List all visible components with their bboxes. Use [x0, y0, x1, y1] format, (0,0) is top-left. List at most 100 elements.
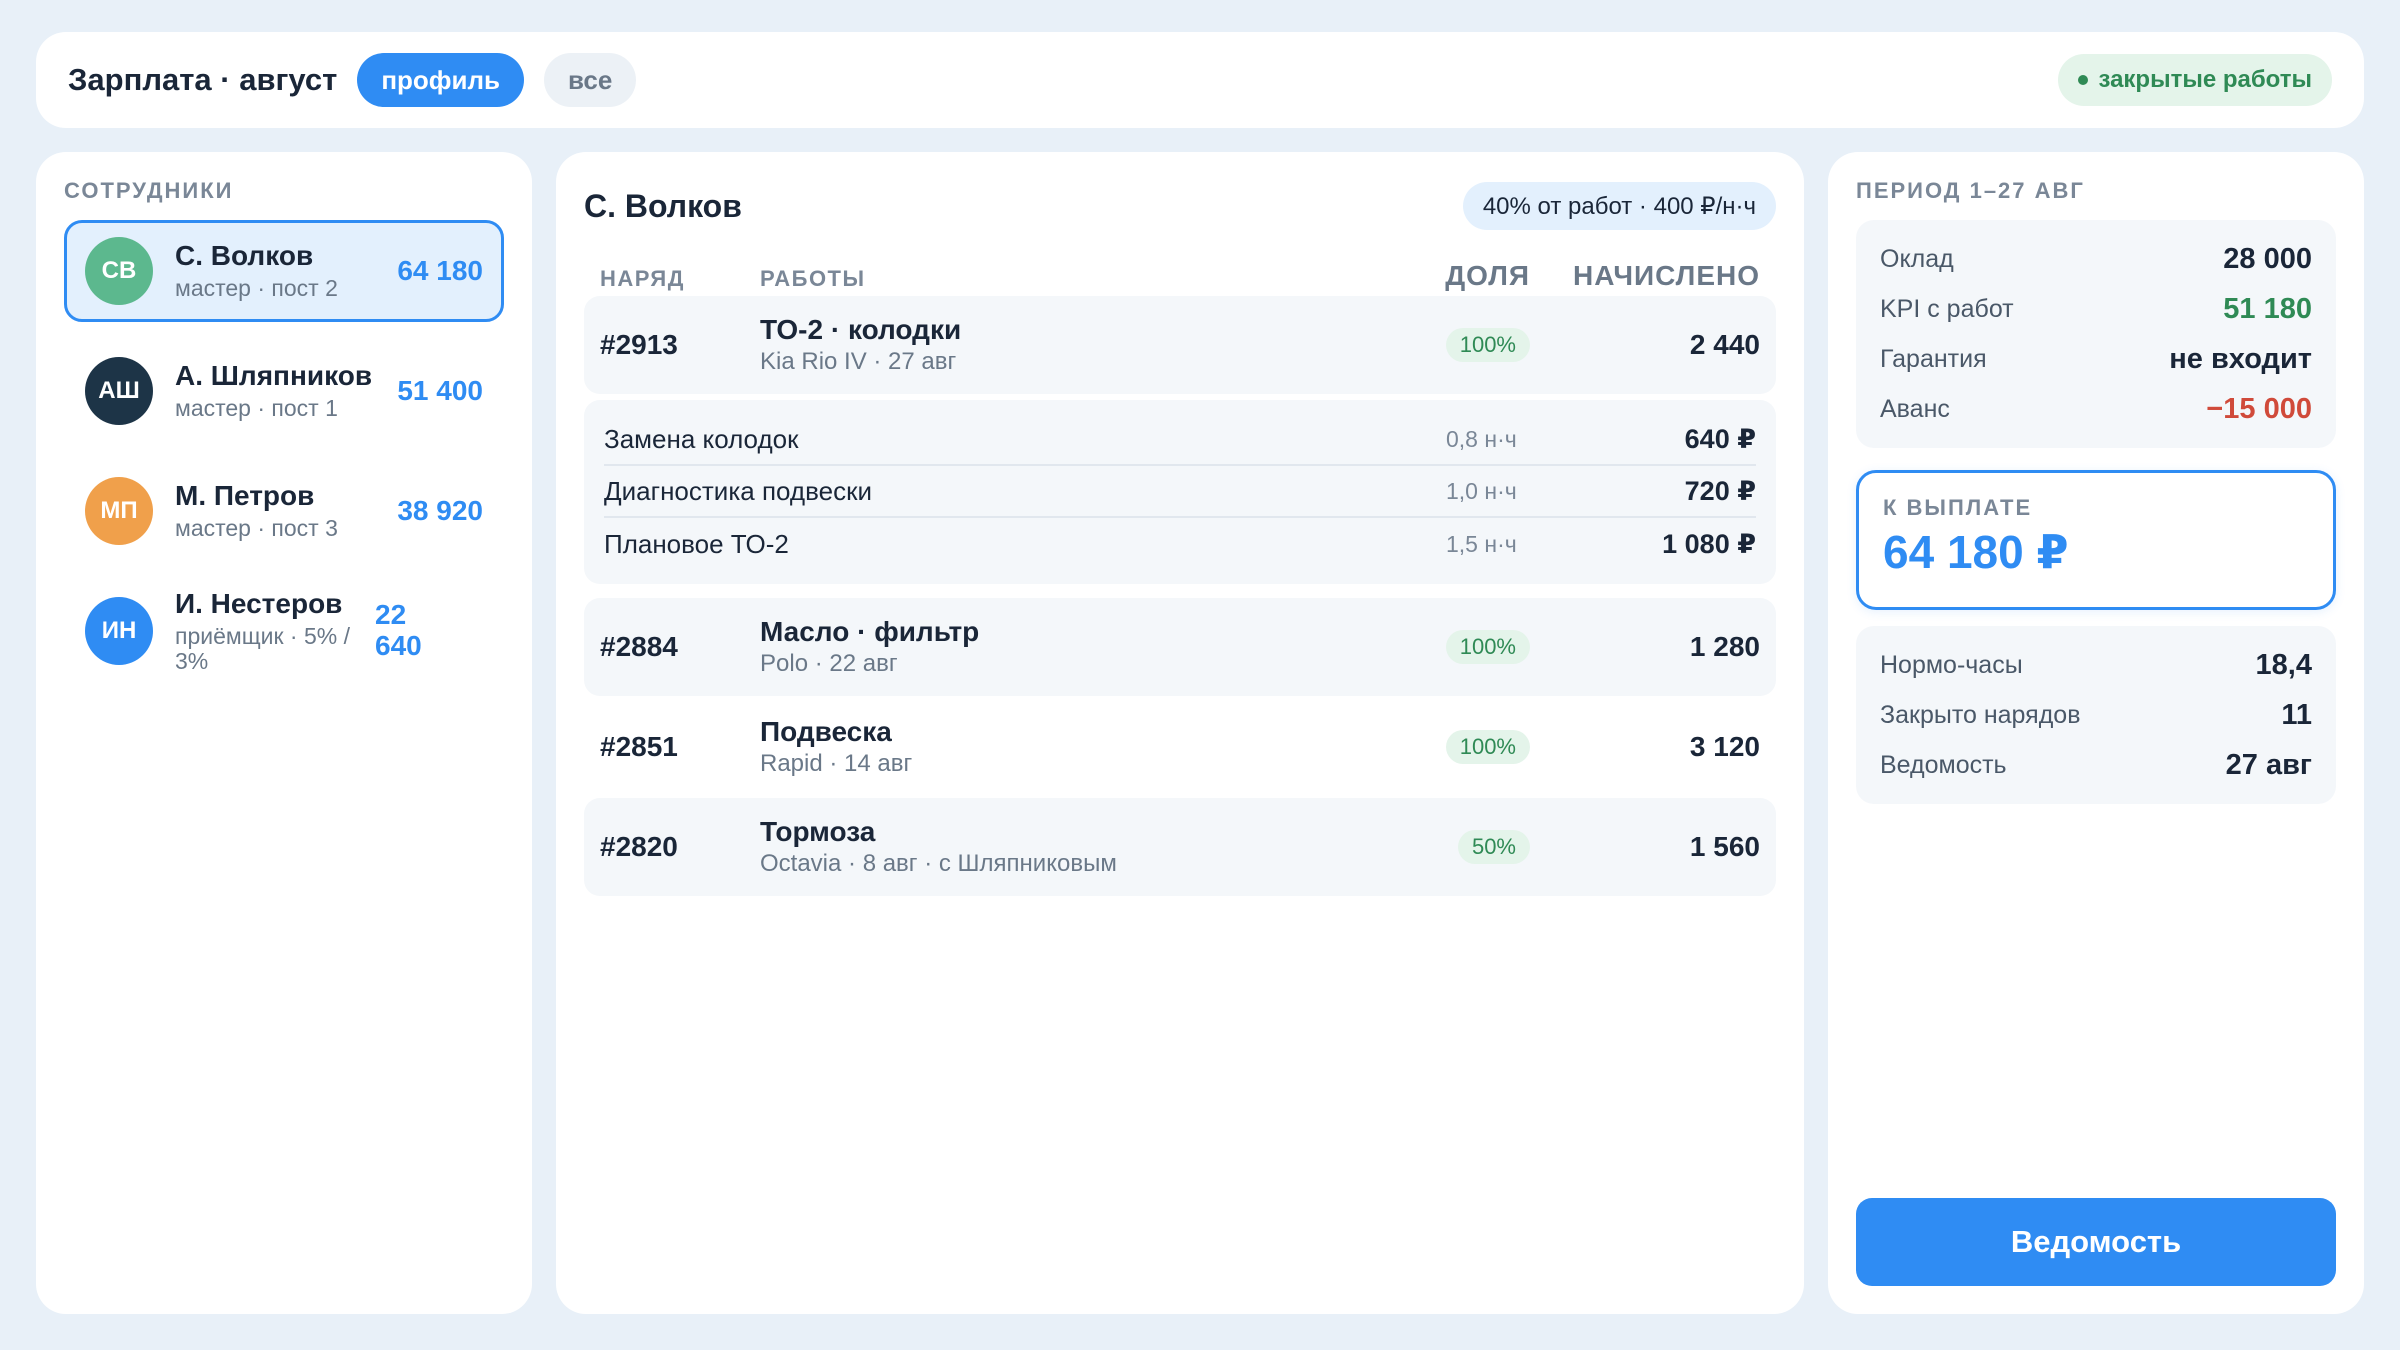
summary-label: Аванс — [1880, 394, 1950, 423]
order-title: ТО-2 · колодки — [760, 314, 962, 345]
order-number: #2820 — [600, 831, 678, 862]
employee-name: И. Нестеров — [175, 587, 343, 619]
order-work: Подвеска Rapid · 14 авг — [760, 716, 1410, 778]
summary-box: Оклад 28 000 KPI с работ 51 180 Гарантия… — [1856, 220, 2336, 448]
period-label: ПЕРИОД 1–27 АВГ — [1856, 178, 2085, 203]
detail-row: Диагностика подвески 1,0 н·ч 720 ₽ — [604, 466, 1756, 518]
order-work: Тормоза Octavia · 8 авг · с Шляпниковым — [760, 816, 1410, 878]
avatar: СВ — [85, 237, 153, 305]
employee-info: А. Шляпников мастер · пост 1 — [175, 360, 397, 421]
detail-price: 720 ₽ — [1684, 475, 1756, 506]
stats-label: Закрыто нарядов — [1880, 700, 2081, 729]
avatar: МП — [85, 477, 153, 545]
employee-list: СВ С. Волков мастер · пост 2 64 180 АШ А… — [64, 220, 504, 682]
status-badge[interactable]: закрытые работы — [2058, 54, 2332, 106]
period-summary: ПЕРИОД 1–27 АВГ Оклад 28 000 KPI с работ… — [1828, 152, 2364, 1314]
status-label: закрытые работы — [2098, 66, 2312, 93]
detail-header: С. Волков 40% от работ · 400 ₽/н·ч — [584, 182, 1776, 230]
summary-value: не входит — [2169, 342, 2312, 375]
employee-sidebar: СОТРУДНИКИ СВ С. Волков мастер · пост 2 … — [36, 152, 532, 1314]
summary-value: −15 000 — [2206, 392, 2312, 425]
detail-hours: 0,8 н·ч — [1446, 425, 1517, 452]
order-accrued: 1 280 — [1689, 631, 1760, 662]
detail-hours: 1,0 н·ч — [1446, 477, 1517, 504]
detail-hours: 1,5 н·ч — [1446, 530, 1517, 557]
tab-profile[interactable]: профиль — [357, 53, 525, 107]
order-number: #2913 — [600, 329, 678, 360]
summary-label: KPI с работ — [1880, 294, 2014, 323]
table-row[interactable]: #2820 Тормоза Octavia · 8 авг · с Шляпни… — [584, 798, 1776, 896]
sidebar-label: СОТРУДНИКИ — [64, 178, 234, 203]
stats-row: Закрыто нарядов 11 — [1880, 690, 2312, 740]
employee-item[interactable]: АШ А. Шляпников мастер · пост 1 51 400 — [64, 340, 504, 442]
payout-value: 64 180 ₽ — [1883, 526, 2069, 578]
table-row[interactable]: #2913 ТО-2 · колодки Kia Rio IV · 27 авг… — [584, 296, 1776, 394]
employee-amount: 51 400 — [397, 375, 483, 406]
employee-amount: 64 180 — [397, 255, 483, 286]
stats-row: Нормо-часы 18,4 — [1880, 640, 2312, 690]
stats-value: 11 — [2281, 698, 2312, 731]
order-share: 100% — [1410, 328, 1530, 362]
col-accrued: НАЧИСЛЕНО — [1573, 260, 1760, 291]
detail-name: Замена колодок — [604, 423, 799, 454]
order-number: #2851 — [600, 731, 678, 762]
employee-item[interactable]: МП М. Петров мастер · пост 3 38 920 — [64, 460, 504, 562]
table-row[interactable]: #2851 Подвеска Rapid · 14 авг 100% 3 120 — [584, 698, 1776, 796]
share-badge: 50% — [1457, 830, 1530, 864]
stats-value: 27 авг — [2225, 748, 2312, 781]
employee-title: С. Волков — [584, 187, 742, 224]
order-sub: Octavia · 8 авг · с Шляпниковым — [760, 850, 1117, 877]
order-sub: Rapid · 14 авг — [760, 750, 913, 777]
order-work: ТО-2 · колодки Kia Rio IV · 27 авг — [760, 314, 1410, 376]
employee-amount: 38 920 — [397, 495, 483, 526]
table-row[interactable]: #2884 Масло · фильтр Polo · 22 авг 100% … — [584, 598, 1776, 696]
summary-row: Оклад 28 000 — [1880, 234, 2312, 284]
employee-info: М. Петров мастер · пост 3 — [175, 480, 397, 541]
order-number: #2884 — [600, 631, 678, 662]
stats-box: Нормо-часы 18,4 Закрыто нарядов 11 Ведом… — [1856, 626, 2336, 804]
detail-price: 640 ₽ — [1684, 423, 1756, 454]
order-share: 100% — [1410, 630, 1530, 664]
statement-button[interactable]: Ведомость — [1856, 1198, 2336, 1286]
tab-all[interactable]: все — [544, 53, 637, 107]
order-title: Тормоза — [760, 816, 876, 847]
employee-info: И. Нестеров приёмщик · 5% / 3% — [175, 588, 375, 675]
avatar: ИН — [85, 597, 153, 665]
summary-label: Оклад — [1880, 244, 1954, 273]
stats-value: 18,4 — [2255, 648, 2312, 681]
avatar: АШ — [85, 357, 153, 425]
col-order: НАРЯД — [600, 266, 685, 291]
employee-amount: 22 640 — [375, 599, 422, 661]
order-share: 50% — [1410, 830, 1530, 864]
share-badge: 100% — [1445, 730, 1530, 764]
detail-row: Замена колодок 0,8 н·ч 640 ₽ — [604, 414, 1756, 466]
summary-value: 51 180 — [2223, 292, 2312, 325]
employee-role: мастер · пост 1 — [175, 395, 338, 422]
order-accrued: 2 440 — [1689, 329, 1760, 360]
employee-name: С. Волков — [175, 240, 314, 272]
employee-detail: С. Волков 40% от работ · 400 ₽/н·ч НАРЯД… — [556, 152, 1804, 1314]
top-bar: Зарплата · август профиль все закрытые р… — [36, 32, 2364, 128]
employee-role: мастер · пост 2 — [175, 275, 338, 302]
employee-role: приёмщик · 5% / 3% — [175, 622, 350, 674]
table-header: НАРЯД РАБОТЫ ДОЛЯ НАЧИСЛЕНО — [584, 244, 1776, 296]
order-share: 100% — [1410, 730, 1530, 764]
payout-label: К ВЫПЛАТЕ — [1883, 495, 2033, 520]
share-badge: 100% — [1445, 630, 1530, 664]
summary-value: 28 000 — [2223, 242, 2312, 275]
summary-row: KPI с работ 51 180 — [1880, 284, 2312, 334]
stats-label: Нормо-часы — [1880, 650, 2023, 679]
employee-role: мастер · пост 3 — [175, 515, 338, 542]
order-sub: Kia Rio IV · 27 авг — [760, 348, 957, 375]
summary-row: Аванс −15 000 — [1880, 384, 2312, 434]
col-share: ДОЛЯ — [1445, 260, 1530, 291]
order-title: Масло · фильтр — [760, 616, 980, 647]
employee-item[interactable]: ИН И. Нестеров приёмщик · 5% / 3% 22 640 — [64, 580, 504, 682]
order-work: Масло · фильтр Polo · 22 авг — [760, 616, 1410, 678]
employee-name: А. Шляпников — [175, 360, 373, 392]
employee-info: С. Волков мастер · пост 2 — [175, 240, 397, 301]
summary-label: Гарантия — [1880, 344, 1987, 373]
col-work: РАБОТЫ — [760, 266, 866, 291]
employee-item[interactable]: СВ С. Волков мастер · пост 2 64 180 — [64, 220, 504, 322]
employee-name: М. Петров — [175, 480, 315, 512]
